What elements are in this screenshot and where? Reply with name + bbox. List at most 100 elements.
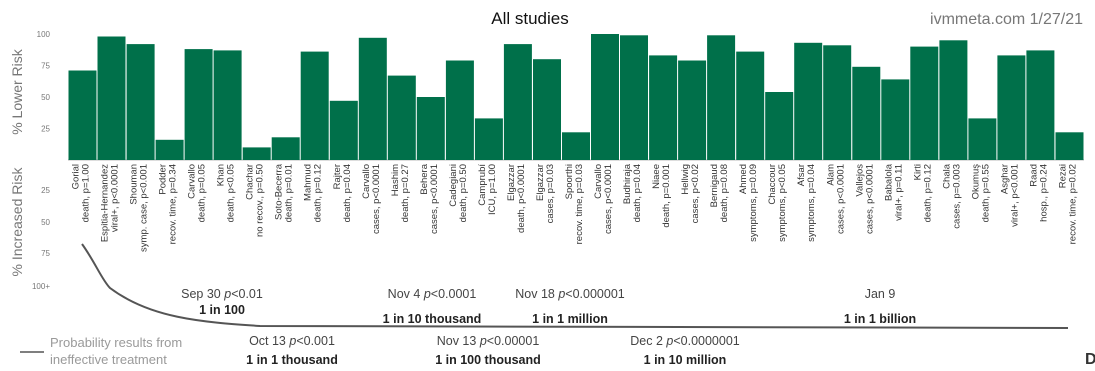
category-label: hosp., p=0.24 xyxy=(1039,164,1050,222)
category-label: death, p=0.04 xyxy=(632,164,643,222)
bar xyxy=(387,75,416,160)
y-tick-bottom: 50 xyxy=(41,218,50,227)
chart-title: All studies xyxy=(491,9,568,28)
category-label: recov. time, p=0.34 xyxy=(168,164,179,244)
category-label: death, p=0.08 xyxy=(719,164,730,222)
milestone-date: Nov 4 xyxy=(388,287,421,301)
category-label: Behera xyxy=(419,163,430,194)
milestone-p-value: <0.00001 xyxy=(487,334,540,348)
milestone-odds: 1 in 100 thousand xyxy=(435,353,541,367)
category-label: death, p=0.05 xyxy=(197,164,208,222)
bar xyxy=(736,51,765,160)
category-label: Chaccour xyxy=(767,164,778,205)
category-label: Espitia-Hernandez xyxy=(100,164,111,242)
category-label: recov. time, p=0.02 xyxy=(1068,164,1079,244)
category-label: death, p<0.05 xyxy=(226,164,237,222)
bar xyxy=(271,137,300,160)
milestone-p-symbol: p xyxy=(665,334,673,348)
y-tick-top: 100 xyxy=(37,30,51,39)
category-label: Niaee xyxy=(651,164,662,189)
bar xyxy=(823,45,852,160)
category-label: Asghar xyxy=(999,164,1010,194)
bar xyxy=(242,147,271,160)
bar xyxy=(358,37,387,160)
milestone-label: Nov 4 p<0.0001 xyxy=(388,287,477,301)
category-label: symp. case, p<0.001 xyxy=(139,164,150,252)
category-label: Cadegiani xyxy=(448,164,459,207)
category-label: Camprubí xyxy=(477,164,488,206)
category-label: death, p=1.00 xyxy=(81,164,92,222)
y-label-increased-risk: % Increased Risk xyxy=(9,167,25,277)
bar xyxy=(97,36,126,160)
bar xyxy=(1026,50,1055,160)
category-label: viral+, p=0.11 xyxy=(893,164,904,221)
category-label: Hashim xyxy=(390,164,401,196)
bar xyxy=(213,50,242,160)
brand-label: ivmmeta.com 1/27/21 xyxy=(930,11,1083,28)
milestone-date: Dec 2 xyxy=(630,334,663,348)
bar xyxy=(562,132,590,160)
category-label: cases, p<0.0001 xyxy=(864,164,875,234)
category-label: Spoorthi xyxy=(564,164,575,199)
milestone-p-symbol: p xyxy=(423,287,431,301)
bar xyxy=(968,118,997,160)
milestone-odds: 1 in 10 million xyxy=(644,353,727,367)
category-label: Carvallo xyxy=(187,164,198,199)
category-label: Bernigaud xyxy=(709,164,720,207)
y-tick-top: 25 xyxy=(41,125,50,134)
milestone-odds: 1 in 100 xyxy=(199,303,245,317)
y-tick-top: 50 xyxy=(41,93,50,102)
category-label: Carvallo xyxy=(593,164,604,199)
category-label: Mahmud xyxy=(303,164,314,201)
bar xyxy=(591,34,619,160)
bar xyxy=(155,139,184,160)
category-label: symptoms, p<0.05 xyxy=(777,164,788,242)
category-label: Podder xyxy=(158,164,169,195)
milestone-odds: 1 in 10 thousand xyxy=(383,312,482,326)
category-labels: Gorial death, p=1.00 Espitia-Hernandez vira… xyxy=(71,163,1079,252)
bar xyxy=(765,92,794,160)
category-label: death, p=0.12 xyxy=(313,164,324,222)
bar xyxy=(707,35,736,160)
category-label: Ahmed xyxy=(738,164,749,194)
bar xyxy=(445,60,474,160)
category-label: Budhiraja xyxy=(622,163,633,204)
category-label: Okumuş xyxy=(970,164,981,200)
y-tick-bottom: 25 xyxy=(41,186,50,195)
milestone-date: Sep 30 xyxy=(181,287,221,301)
category-label: Gorial xyxy=(71,164,82,189)
category-label: death, p<0.0001 xyxy=(516,164,527,233)
category-label: recov. time, p=0.03 xyxy=(574,164,585,244)
category-label: Hellwig xyxy=(680,164,691,195)
bar xyxy=(300,51,329,160)
category-label: Raad xyxy=(1029,164,1040,187)
milestone-odds: 1 in 1 million xyxy=(532,312,608,326)
milestone-label: Nov 18 p<0.000001 xyxy=(515,287,625,301)
milestone-label: Nov 13 p<0.00001 xyxy=(437,334,540,348)
category-label: Afsar xyxy=(796,164,807,186)
bar xyxy=(126,44,155,160)
milestone-odds: 1 in 1 billion xyxy=(844,312,916,326)
milestone-odds: 1 in 1 thousand xyxy=(246,353,338,367)
bar xyxy=(503,44,532,160)
milestone-p-symbol: p xyxy=(557,287,565,301)
bar xyxy=(678,60,707,160)
legend-text-line1: Probability results from xyxy=(50,335,182,350)
y-ticks-top: 100 75 50 25 xyxy=(37,30,51,134)
category-label: Vallejos xyxy=(854,164,865,197)
milestone-p-value: <0.001 xyxy=(296,334,335,348)
category-label: viral+, p<0.0001 xyxy=(110,164,121,232)
category-label: Khan xyxy=(216,164,227,186)
milestone-label: Dec 2 p<0.0000001 xyxy=(630,334,740,348)
category-label: symptoms, p=0.04 xyxy=(806,164,817,242)
category-label: cases, p=0.03 xyxy=(545,164,556,223)
category-label: cases, p<0.0001 xyxy=(371,164,382,234)
y-tick-bottom: 100+ xyxy=(32,282,50,291)
legend-text-line2: ineffective treatment xyxy=(50,352,167,367)
y-tick-top: 75 xyxy=(41,62,50,71)
y-ticks-bottom: 25 50 75 100+ xyxy=(32,186,51,291)
y-label-lower-risk: % Lower Risk xyxy=(9,48,25,135)
category-label: cases, p=0.003 xyxy=(951,164,962,229)
